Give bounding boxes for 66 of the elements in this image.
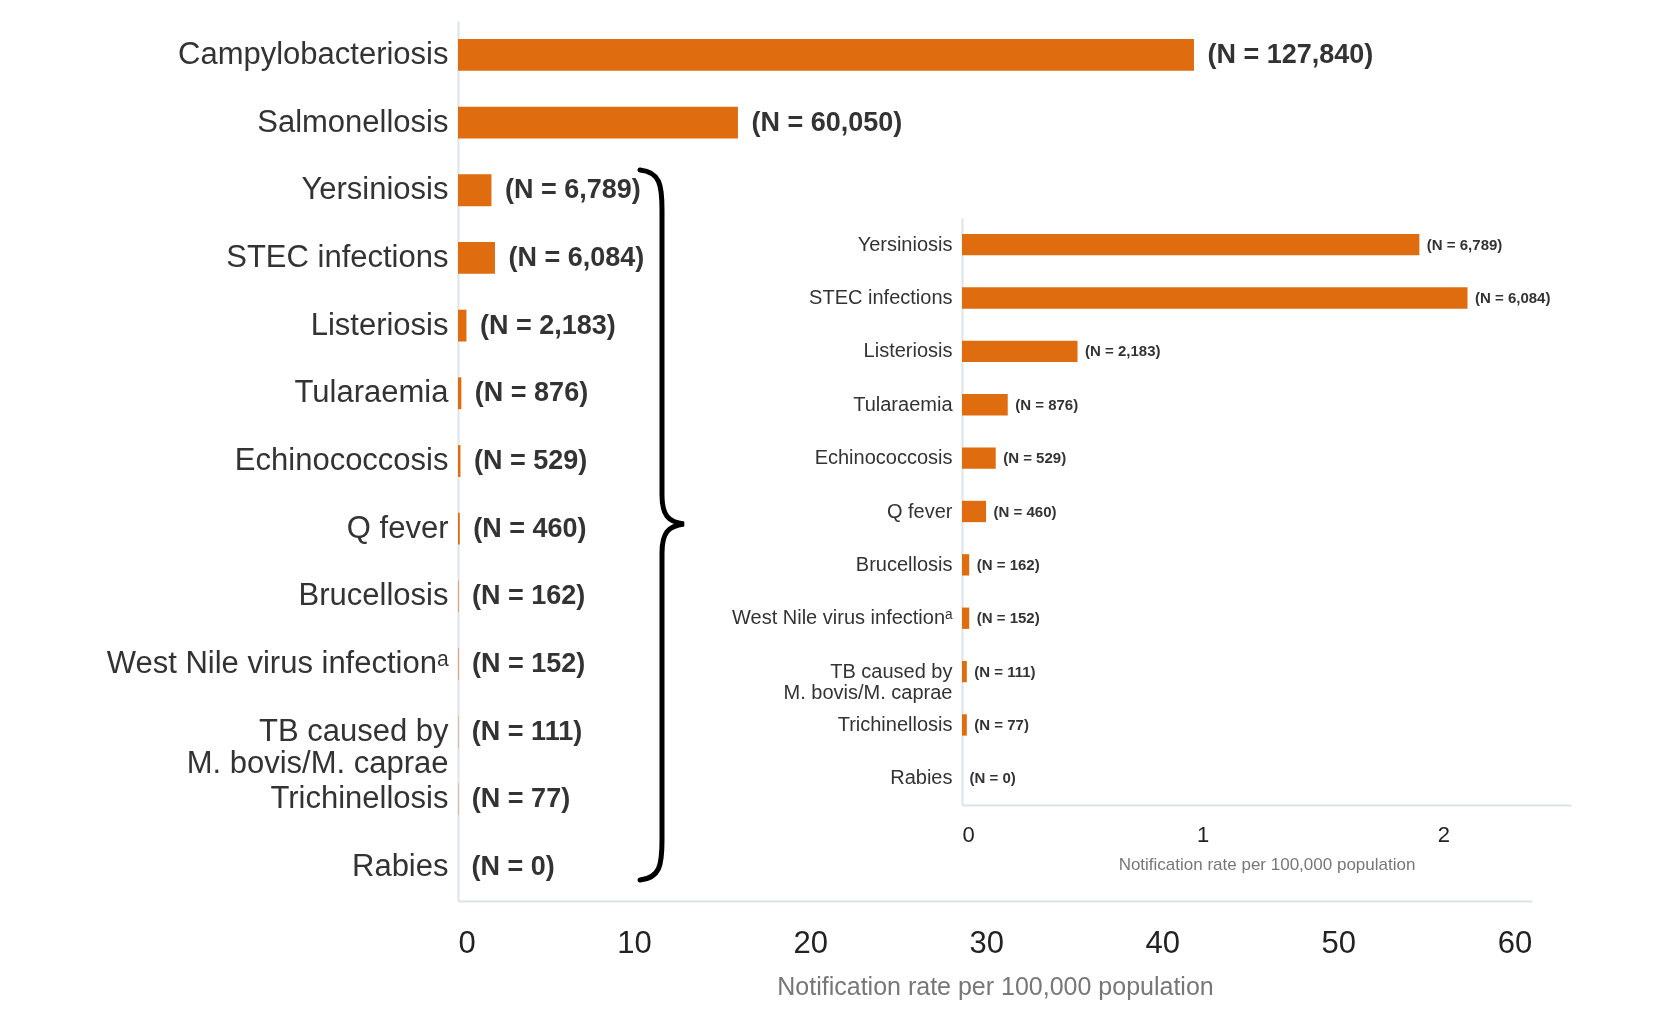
bar [458, 174, 492, 207]
y-tick-label: Campylobacteriosis [178, 35, 449, 71]
y-tick-label: Yersiniosis [857, 232, 953, 255]
annotation: (N = 6,789) [1426, 235, 1503, 253]
annotation: (N = 6,084) [1474, 289, 1551, 307]
x-tick-label: 0 [458, 925, 476, 961]
bar [458, 106, 738, 139]
x-axis-title: Notification rate per 100,000 population [777, 971, 1214, 1000]
annotation: (N = 60,050) [751, 106, 903, 137]
annotation: (N = 2,183) [1085, 342, 1161, 360]
x-tick-label: 20 [793, 925, 828, 961]
y-tick-label: Q fever [886, 499, 953, 522]
x-tick-label: 50 [1321, 925, 1357, 961]
y-tick-label: Q fever [346, 509, 449, 545]
y-tick-label: Brucellosis [855, 552, 953, 575]
y-tick-label: West Nile virus infectionᵃ [732, 606, 954, 629]
annotation: (N = 111) [974, 662, 1036, 680]
annotation: (N = 162) [472, 580, 586, 611]
x-tick-label: 10 [617, 925, 652, 961]
x-tick-label: 0 [962, 822, 975, 848]
annotation: (N = 460) [473, 512, 587, 543]
bar [458, 38, 1194, 71]
annotation: (N = 876) [1015, 395, 1079, 413]
annotation: (N = 152) [472, 648, 586, 679]
bar [458, 309, 467, 342]
y-tick-label: Rabies [352, 848, 449, 884]
annotation: (N = 529) [473, 445, 588, 475]
y-tick-label: Trichinellosis [837, 712, 953, 735]
x-tick-label: 40 [1145, 925, 1180, 961]
y-tick-label: Trichinellosis [270, 780, 449, 816]
annotation: (N = 162) [976, 555, 1040, 573]
x-axis-title: Notification rate per 100,000 population [1118, 855, 1416, 875]
x-tick-label: 30 [969, 925, 1004, 961]
annotation: (N = 529) [1003, 449, 1067, 467]
y-tick-label: West Nile virus infectionᵃ [106, 645, 449, 681]
annotation: (N = 6,789) [504, 174, 641, 205]
annotation: (N = 6,084) [508, 241, 645, 272]
annotation: (N = 460) [993, 502, 1057, 520]
y-tick-label: Listeriosis [310, 306, 449, 342]
y-tick-label: Echinococcosis [814, 446, 953, 469]
y-tick-label: Rabies [890, 766, 953, 789]
y-tick-label: Yersiniosis [301, 171, 449, 207]
annotation: (N = 876) [474, 377, 589, 408]
y-tick-label: Echinococcosis [234, 442, 449, 477]
annotation: (N = 111) [471, 715, 583, 746]
y-tick-label: TB caused by M. bovis/M. caprae [783, 659, 953, 703]
annotation: (N = 127,840) [1207, 38, 1374, 69]
y-tick-label: STEC infections [226, 238, 449, 274]
y-tick-label: TB caused by M. bovis/M. caprae [186, 712, 449, 781]
y-tick-label: Salmonellosis [257, 103, 449, 139]
annotation: (N = 77) [471, 783, 571, 814]
y-tick-label: Listeriosis [863, 339, 953, 362]
y-tick-label: Tularaemia [294, 374, 450, 410]
y-tick-label: STEC infections [809, 286, 953, 309]
y-tick-label: Brucellosis [298, 577, 449, 613]
bar [458, 377, 462, 410]
annotation: (N = 152) [976, 609, 1040, 627]
annotation: (N = 0) [969, 769, 1016, 787]
annotation: (N = 2,183) [479, 309, 616, 340]
y-tick-label: Tularaemia [853, 392, 954, 415]
x-tick-label: 1 [1197, 822, 1210, 848]
x-tick-label: 2 [1437, 822, 1451, 848]
x-tick-label: 60 [1497, 925, 1533, 961]
annotation: (N = 0) [471, 851, 555, 882]
annotation: (N = 77) [974, 715, 1029, 733]
bar [458, 242, 495, 274]
